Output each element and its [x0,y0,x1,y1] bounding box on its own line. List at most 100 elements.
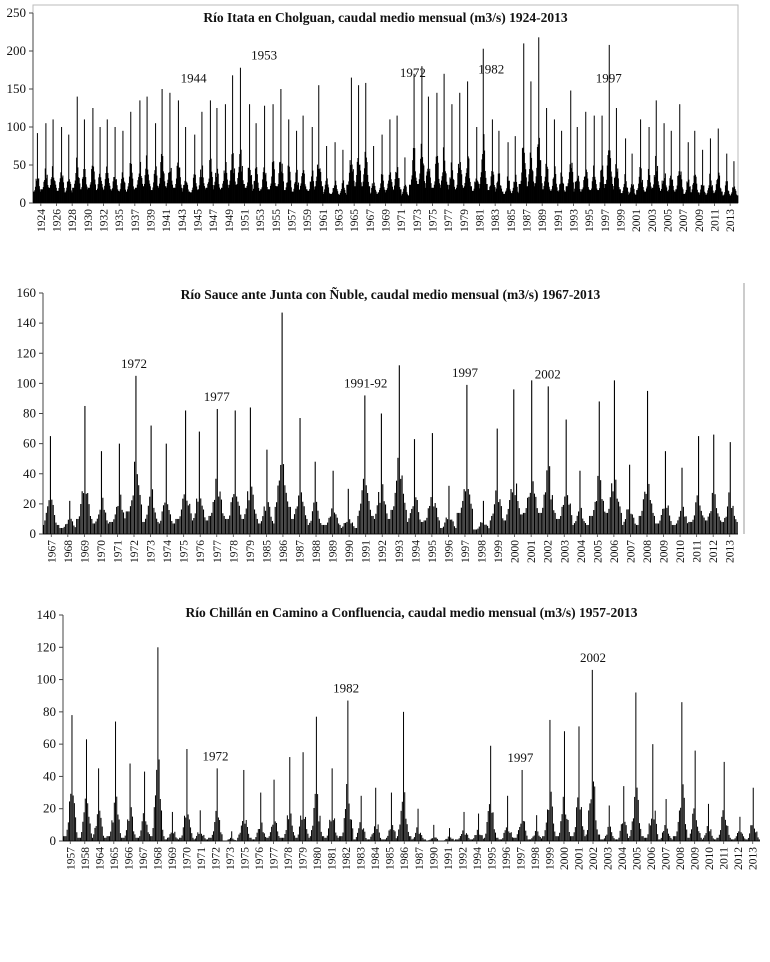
bar [580,507,582,534]
bar [398,178,400,203]
bar [359,822,361,841]
bar [293,514,296,534]
bar [570,90,572,203]
bar [562,796,564,841]
bar [192,837,194,841]
bar [139,836,141,841]
bar [584,836,586,841]
bar [458,512,460,534]
bar [292,518,294,534]
bar [390,172,392,203]
bar [354,839,356,841]
bar [612,189,614,203]
bar [563,183,565,203]
bar [100,177,102,203]
bar [456,187,457,203]
bar [343,180,345,203]
bar [202,509,205,534]
bar [405,509,407,534]
bar [279,162,281,203]
bar [369,509,371,534]
bar [237,178,239,203]
bar [52,119,54,203]
bar [493,504,496,534]
bar [648,127,650,203]
bar [346,184,348,203]
bar [698,194,700,203]
bar [295,837,297,841]
bar [682,189,684,203]
bar [103,189,105,203]
bar [238,505,240,534]
bar [367,493,369,534]
bar [44,520,46,534]
bar [126,191,128,203]
bar [209,100,211,203]
bar [677,821,679,841]
bar [466,384,468,534]
bar [678,171,680,203]
bar [664,178,666,203]
bar [53,177,55,203]
bar [594,786,596,841]
bar [582,187,584,203]
bar [514,136,516,203]
bar [48,187,50,203]
bar [411,508,413,534]
bar [638,176,640,203]
bar [416,184,418,203]
bar [347,488,349,534]
bar [167,837,169,841]
bar [515,483,518,534]
bar [252,839,254,841]
bar [583,176,585,203]
bar [171,180,173,203]
bar [78,178,80,203]
bar [252,190,254,203]
bar [142,186,144,203]
bar [44,180,46,203]
bar [715,839,717,841]
bar [463,187,465,203]
bar [195,183,197,203]
bar [109,521,111,534]
bar [473,838,475,841]
bar [208,178,210,203]
bar [397,167,399,203]
bar [731,507,733,534]
bar [535,176,537,203]
bar [211,171,213,203]
bar [404,157,406,203]
bar [606,165,608,203]
x-tick-label: 1995 [584,209,596,232]
bar [407,195,409,203]
bar [359,164,361,203]
bar [217,173,219,203]
bar [93,166,95,203]
bar [330,193,332,203]
bar [148,180,150,203]
bar [418,179,420,203]
bar [643,837,645,841]
bar [613,178,615,203]
bar [284,834,286,841]
bar [311,830,313,841]
bar [128,176,130,203]
bar [682,784,684,841]
bar [633,517,635,534]
bar [627,191,629,203]
bar [48,187,50,203]
bar [251,486,253,534]
bar [518,508,520,534]
bar [628,193,630,203]
bar [629,191,631,203]
x-tick-label: 1999 [493,540,505,563]
bar [492,171,494,203]
bar [362,478,365,534]
bar [298,189,300,203]
bar [416,500,418,534]
bar [504,520,507,534]
bar [632,184,634,203]
bar [375,513,377,534]
bar [566,818,568,841]
